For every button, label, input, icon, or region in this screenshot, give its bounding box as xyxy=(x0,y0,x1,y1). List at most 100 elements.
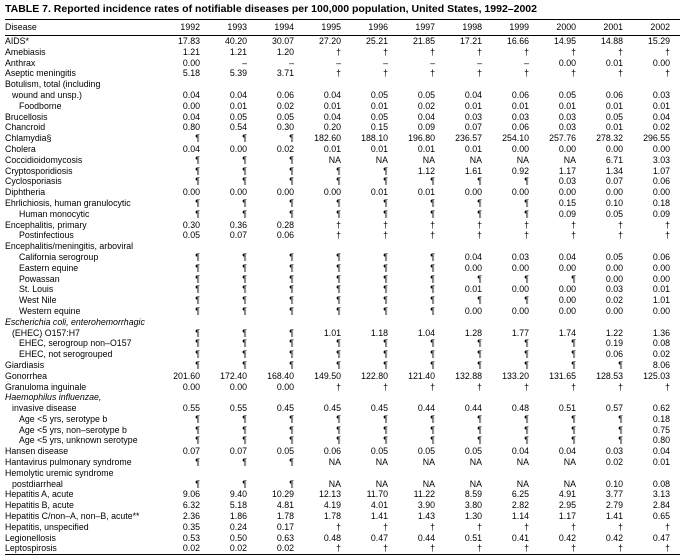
rate-value xyxy=(398,241,445,252)
rate-value: 6.71 xyxy=(605,154,623,165)
rate-value xyxy=(492,392,539,403)
rate-value xyxy=(492,241,539,252)
rate-value: 1.30 xyxy=(464,511,482,522)
rate-value: 0.07 xyxy=(229,446,247,457)
rate-value: ¶ xyxy=(242,284,247,295)
rate-value: † xyxy=(430,521,435,532)
rate-value: 1.01 xyxy=(652,295,670,306)
rate-value: † xyxy=(477,68,482,79)
rate-value: 0.04 xyxy=(323,111,341,122)
rate-value: 3.90 xyxy=(417,500,435,511)
rate-value: 17.21 xyxy=(459,36,482,46)
rate-value: ¶ xyxy=(336,273,341,284)
rate-value: † xyxy=(336,521,341,532)
rate-value: 0.04 xyxy=(182,89,200,100)
rate-value: 1.41 xyxy=(605,511,623,522)
rate-value: ¶ xyxy=(336,349,341,360)
rate-value: † xyxy=(524,230,529,241)
rate-value: ¶ xyxy=(383,413,388,424)
rate-value: ¶ xyxy=(242,424,247,435)
rate-value: ¶ xyxy=(195,424,200,435)
rate-value xyxy=(163,317,210,328)
rate-value: 0.06 xyxy=(276,230,294,241)
rate-value: 4.81 xyxy=(276,500,294,511)
rate-value: 1.36 xyxy=(652,327,670,338)
rate-value: ¶ xyxy=(383,435,388,446)
rate-value: ¶ xyxy=(195,478,200,489)
table-row: Escherichia coli, enterohemorrhagic xyxy=(5,317,680,328)
rate-value: 0.03 xyxy=(558,111,576,122)
rate-value: 0.00 xyxy=(652,57,670,68)
rate-value: † xyxy=(665,68,670,79)
rate-value: † xyxy=(336,46,341,57)
rate-value: ¶ xyxy=(195,133,200,144)
rate-value: 0.04 xyxy=(323,89,341,100)
rate-value xyxy=(445,468,492,479)
rate-value: ¶ xyxy=(430,273,435,284)
rate-value xyxy=(492,79,539,90)
rate-value: ¶ xyxy=(383,176,388,187)
rate-value: ¶ xyxy=(524,349,529,360)
rate-value: 5.39 xyxy=(229,68,247,79)
rate-value xyxy=(351,241,398,252)
rate-value: 0.00 xyxy=(229,143,247,154)
rate-value: ¶ xyxy=(618,435,623,446)
rate-value: – xyxy=(242,57,247,68)
rate-value: 0.24 xyxy=(229,521,247,532)
table-row: Hepatitis, unspecified 0.35 0.24 0.17 † † † † † †… xyxy=(5,522,680,533)
rate-value: 0.01 xyxy=(605,122,623,133)
rate-value: 0.05 xyxy=(605,251,623,262)
rate-value: 0.42 xyxy=(605,532,623,543)
rate-value xyxy=(163,392,210,403)
rate-value: ¶ xyxy=(289,413,294,424)
rate-value: ¶ xyxy=(195,305,200,316)
rate-value: ¶ xyxy=(336,262,341,273)
rate-value: † xyxy=(524,521,529,532)
rate-value: 1.12 xyxy=(417,165,435,176)
table-row: Ehrlichiosis, human granulocytic ¶ ¶ ¶ ¶ ¶ ¶ ¶ ¶… xyxy=(5,198,680,209)
disease-label: Anthrax xyxy=(5,57,36,68)
rate-value: 0.00 xyxy=(558,143,576,154)
rate-value: † xyxy=(336,381,341,392)
rate-value: 5.18 xyxy=(182,68,200,79)
rate-value: 8.06 xyxy=(652,359,670,370)
rate-value: 0.06 xyxy=(511,89,529,100)
table-row: Age <5 yrs, unknown serotype ¶ ¶ ¶ ¶ ¶ ¶ ¶ ¶ ¶ ¶ 0.… xyxy=(5,435,680,446)
disease-label: Gonorrhea xyxy=(5,370,48,381)
rate-value xyxy=(539,79,586,90)
rate-value: ¶ xyxy=(430,176,435,187)
rate-value: 0.51 xyxy=(464,532,482,543)
rate-value: † xyxy=(618,46,623,57)
rate-value: ¶ xyxy=(195,413,200,424)
rate-value: ¶ xyxy=(289,165,294,176)
rate-value: 0.65 xyxy=(652,511,670,522)
rate-value: 0.03 xyxy=(605,446,623,457)
rate-value: NA xyxy=(328,154,341,165)
rate-value: 11.22 xyxy=(413,489,435,500)
rate-value: 0.00 xyxy=(605,273,623,284)
rate-value xyxy=(257,241,304,252)
rate-value: † xyxy=(665,381,670,392)
table-row: Eastern equine ¶ ¶ ¶ ¶ ¶ ¶ 0.00 0.00 0.00 0.00 0.00 xyxy=(5,263,680,274)
rate-value: ¶ xyxy=(195,176,200,187)
rate-value xyxy=(210,392,257,403)
rate-value: 5.18 xyxy=(229,500,247,511)
table-row: Encephalitis/meningitis, arboviral xyxy=(5,241,680,252)
rate-value: ¶ xyxy=(524,208,529,219)
rate-value: 0.00 xyxy=(182,57,200,68)
rate-value: † xyxy=(383,381,388,392)
rate-value: 0.02 xyxy=(605,457,623,468)
rate-value: 0.01 xyxy=(605,100,623,111)
disease-label: Legionellosis xyxy=(5,532,56,543)
column-header-year: 2000 xyxy=(539,19,586,36)
rate-value: ¶ xyxy=(477,413,482,424)
rate-value: 0.01 xyxy=(652,457,670,468)
rate-value xyxy=(351,392,398,403)
rate-value xyxy=(445,79,492,90)
rate-value: 0.45 xyxy=(323,403,341,414)
table-row: Human monocytic ¶ ¶ ¶ ¶ ¶ ¶ ¶ ¶ 0.09 0.05 0.09 xyxy=(5,209,680,220)
rate-value: ¶ xyxy=(242,154,247,165)
table-row: Aseptic meningitis 5.18 5.39 3.71 † † † † † † † † xyxy=(5,68,680,79)
rate-value: 0.09 xyxy=(558,208,576,219)
rate-value: NA xyxy=(469,478,482,489)
